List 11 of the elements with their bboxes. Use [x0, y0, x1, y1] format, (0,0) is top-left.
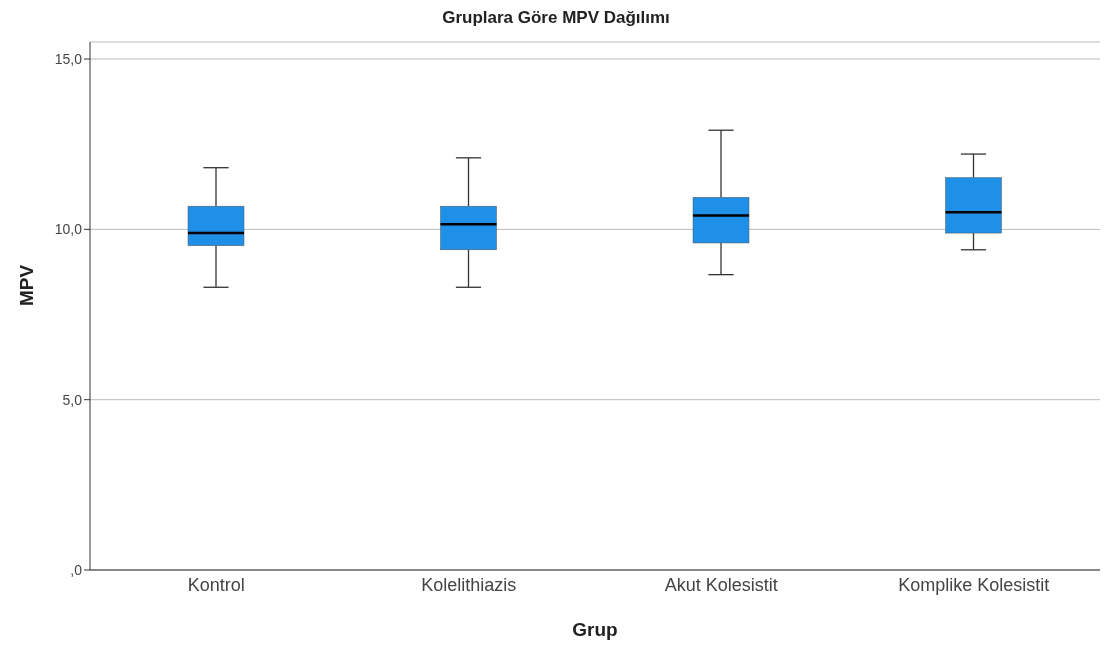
x-tick-label: Komplike Kolesistit — [898, 574, 1050, 595]
x-tick-label: Akut Kolesistit — [664, 574, 778, 595]
y-tick-label: 15,0 — [54, 51, 83, 67]
y-tick-label: 10,0 — [54, 221, 83, 238]
y-axis-title: MPV — [15, 264, 37, 306]
x-tick-label: Kontrol — [187, 574, 245, 595]
y-tick-label: 5,0 — [62, 391, 83, 408]
x-tick-label: Kolelithiazis — [421, 574, 517, 595]
chart-title: Gruplara Göre MPV Dağılımı — [441, 8, 671, 29]
y-tick-label: ,0 — [70, 561, 83, 578]
x-axis-title: Grup — [572, 619, 618, 640]
